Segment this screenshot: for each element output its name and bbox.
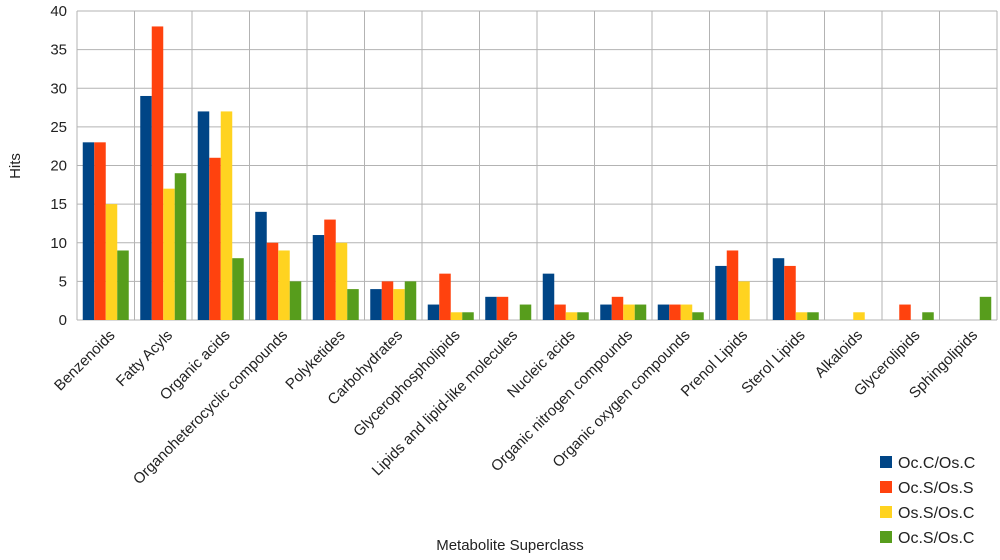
- bar: [427, 304, 440, 320]
- bar: [611, 296, 624, 320]
- bar: [542, 273, 555, 320]
- y-axis-ticks: 0 5 10 15 20 25 30 35 40: [50, 3, 67, 329]
- y-tick-label: 0: [59, 312, 67, 329]
- bar: [485, 296, 497, 320]
- legend-label: Os.S/Os.C: [898, 505, 974, 522]
- bar: [439, 273, 451, 320]
- y-tick-label: 5: [59, 273, 67, 290]
- bar: [634, 304, 647, 320]
- bar: [554, 304, 566, 320]
- bar: [899, 304, 911, 320]
- legend-swatch: [880, 531, 892, 543]
- bar: [82, 142, 95, 320]
- bar: [151, 26, 164, 320]
- bar: [450, 312, 463, 320]
- bar: [496, 296, 509, 320]
- legend-label: Oc.S/Os.S: [898, 480, 974, 497]
- legend-label: Oc.C/Os.C: [898, 455, 975, 472]
- bar: [347, 289, 359, 320]
- legend-swatch: [880, 481, 892, 493]
- legend-swatch: [880, 456, 892, 468]
- y-tick-label: 15: [50, 196, 67, 213]
- bar: [324, 219, 336, 320]
- bar: [105, 204, 118, 320]
- bar: [979, 296, 992, 320]
- bar: [381, 281, 394, 320]
- bar: [140, 95, 152, 320]
- bar: [278, 250, 290, 320]
- x-axis-title: Metabolite Superclass: [436, 537, 584, 554]
- y-tick-label: 10: [50, 235, 67, 252]
- bar: [600, 304, 612, 320]
- bar: [519, 304, 532, 320]
- legend: Oc.C/Os.C Oc.S/Os.S Os.S/Os.C Oc.S/Os.C: [880, 455, 975, 547]
- y-tick-label: 40: [50, 3, 67, 20]
- y-tick-label: 30: [50, 80, 67, 97]
- legend-label: Oc.S/Os.C: [898, 530, 974, 547]
- bar: [393, 289, 405, 320]
- bar: [312, 235, 325, 320]
- bar: [795, 312, 808, 320]
- y-axis-title: Hits: [7, 153, 24, 179]
- bar: [623, 304, 635, 320]
- bar: [266, 242, 279, 320]
- bar: [94, 142, 106, 320]
- bar: [738, 281, 750, 320]
- bar: [565, 312, 578, 320]
- x-tick-label: Benzenoids: [51, 327, 118, 394]
- y-tick-label: 25: [50, 119, 67, 136]
- y-tick-label: 20: [50, 158, 67, 175]
- bar: [784, 265, 796, 320]
- bar: [692, 312, 704, 320]
- bar: [117, 250, 129, 320]
- bar: [255, 211, 267, 320]
- bar: [197, 111, 210, 320]
- bar: [232, 258, 244, 320]
- bar: [772, 258, 785, 320]
- bar: [922, 312, 934, 320]
- bar: [807, 312, 819, 320]
- bar: [370, 289, 382, 320]
- bar: [657, 304, 670, 320]
- x-tick-label: Glycerophospholipids: [350, 327, 463, 440]
- bar: [726, 250, 739, 320]
- bar: [669, 304, 681, 320]
- bar: [174, 173, 187, 320]
- bars: [82, 26, 992, 320]
- bar: [715, 265, 727, 320]
- bar: [680, 304, 693, 320]
- y-tick-label: 35: [50, 42, 67, 59]
- bar: [209, 157, 221, 320]
- bar: [853, 312, 865, 320]
- bar: [220, 111, 233, 320]
- x-tick-label: Alkaloids: [812, 327, 866, 381]
- bar: [404, 281, 417, 320]
- bar: [335, 242, 348, 320]
- bar: [462, 312, 474, 320]
- bar: [577, 312, 589, 320]
- bar: [289, 281, 302, 320]
- bar: [163, 188, 175, 320]
- legend-swatch: [880, 506, 892, 518]
